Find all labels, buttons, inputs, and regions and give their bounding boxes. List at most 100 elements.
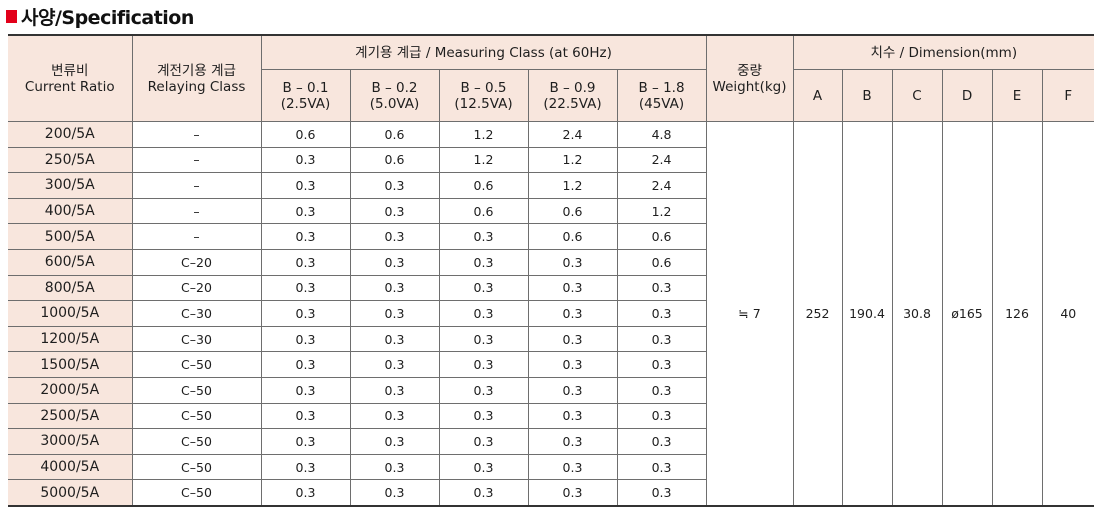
table-row: 600/5A C–20 0.3 0.3 0.3 0.3 0.6 <box>8 248 1094 276</box>
current-ratio-cell: 800/5A <box>8 274 133 302</box>
measuring-col-b18: B – 1.8 (45VA) <box>616 69 707 122</box>
measuring-class-cell: 0.3 <box>260 197 351 225</box>
measuring-class-cell: 0.3 <box>349 197 440 225</box>
relaying-class-cell: C–30 <box>131 325 262 353</box>
measuring-class-cell: 0.3 <box>349 428 440 455</box>
relaying-class-cell: – <box>131 146 262 174</box>
dim-col-d: D <box>941 69 993 122</box>
table-row: 200/5A –0.6 0.6 1.2 2.4 4.8 ≒ 7 252 190.4 30.8 ø16… <box>8 120 1095 507</box>
measuring-class-cell: 0.3 <box>349 351 440 378</box>
measuring-col-va: (22.5VA) <box>543 95 602 112</box>
table-row: 1200/5A C–30 0.3 0.3 0.3 0.3 0.3 <box>8 325 1094 353</box>
dim-col-e: E <box>991 69 1043 122</box>
table-row: 800/5A C–20 0.3 0.3 0.3 0.3 0.3 <box>8 274 1094 302</box>
measuring-class-cell: 1.2 <box>527 172 618 199</box>
current-ratio-cell: 1000/5A <box>8 300 133 327</box>
table-row: 300/5A –0.3 0.3 0.6 1.2 2.4 <box>8 172 1094 199</box>
measuring-col-label: B – 1.8 <box>638 79 685 96</box>
table-row: 1500/5A C–50 0.3 0.3 0.3 0.3 0.3 <box>8 351 1094 378</box>
measuring-class-cell: 0.3 <box>438 248 529 276</box>
relaying-class-header-ko: 계전기용 계급 <box>157 62 236 79</box>
square-bullet-icon <box>6 9 17 23</box>
table-row: 250/5A –0.3 0.6 1.2 1.2 2.4 <box>8 146 1094 174</box>
measuring-class-cell: 0.3 <box>349 248 440 276</box>
weight-header-en: Weight(kg) <box>712 78 787 95</box>
relaying-class-cell: – <box>131 172 262 199</box>
measuring-class-cell: 0.3 <box>616 453 707 481</box>
current-ratio-cell: 1200/5A <box>8 325 133 353</box>
weight-header: 중량 Weight(kg) <box>705 35 794 122</box>
dimension-header: 치수 / Dimension(mm) <box>792 35 1095 70</box>
measuring-class-cell: 0.3 <box>438 351 529 378</box>
current-ratio-cell: 600/5A <box>8 248 133 276</box>
measuring-class-cell: 0.3 <box>527 300 618 327</box>
table-row: 4000/5A C–50 0.3 0.3 0.3 0.3 0.3 <box>8 453 1094 481</box>
measuring-class-cell: 0.3 <box>260 428 351 455</box>
current-ratio-cell: 300/5A <box>8 172 133 199</box>
measuring-class-cell: 0.6 <box>527 197 618 225</box>
measuring-class-cell: 0.3 <box>438 453 529 481</box>
relaying-class-cell: C–50 <box>131 479 262 506</box>
measuring-class-cell: 0.3 <box>260 402 351 430</box>
measuring-class-cell: 0.6 <box>349 146 440 174</box>
measuring-class-cell: 0.3 <box>438 479 529 506</box>
measuring-class-cell: 0.3 <box>349 453 440 481</box>
measuring-class-cell: 1.2 <box>527 146 618 174</box>
dim-f-cell: 40 <box>1041 120 1095 507</box>
measuring-class-header: 계기용 계급 / Measuring Class (at 60Hz) <box>260 35 707 70</box>
weight-cell: ≒ 7 <box>705 120 794 507</box>
dim-col-c: C <box>891 69 943 122</box>
measuring-class-cell: 1.2 <box>438 146 529 174</box>
section-title: 사양/Specification <box>6 2 194 30</box>
measuring-class-cell: 0.3 <box>349 172 440 199</box>
measuring-class-cell: 0.3 <box>527 428 618 455</box>
header-row-2: B – 0.1 (2.5VA) B – 0.2 (5.0VA) B – 0.5 … <box>8 69 1095 122</box>
current-ratio-cell: 400/5A <box>8 197 133 225</box>
measuring-class-cell: 0.3 <box>349 325 440 353</box>
measuring-class-cell: 2.4 <box>616 146 707 174</box>
current-ratio-cell: 250/5A <box>8 146 133 174</box>
measuring-class-cell: 0.3 <box>616 402 707 430</box>
table-row: 5000/5A C–50 0.3 0.3 0.3 0.3 0.3 <box>8 479 1094 506</box>
current-ratio-cell: 200/5A <box>8 121 133 148</box>
dim-col-b: B <box>841 69 893 122</box>
current-ratio-cell: 2500/5A <box>8 402 133 430</box>
measuring-col-label: B – 0.2 <box>371 79 418 96</box>
measuring-class-cell: 0.3 <box>616 376 707 404</box>
measuring-class-cell: 0.3 <box>438 300 529 327</box>
measuring-col-b09: B – 0.9 (22.5VA) <box>527 69 618 122</box>
measuring-col-va: (2.5VA) <box>280 95 331 112</box>
measuring-class-cell: 0.6 <box>438 172 529 199</box>
measuring-class-cell: 2.4 <box>527 121 618 148</box>
measuring-class-cell: 0.3 <box>260 376 351 404</box>
measuring-class-cell: 0.6 <box>616 223 707 250</box>
measuring-class-cell: 0.3 <box>438 402 529 430</box>
measuring-col-va: (12.5VA) <box>454 95 513 112</box>
dim-c-cell: 30.8 <box>891 120 943 507</box>
measuring-class-cell: 0.3 <box>616 479 707 506</box>
current-ratio-cell: 4000/5A <box>8 453 133 481</box>
measuring-class-cell: 0.3 <box>527 453 618 481</box>
measuring-class-cell: 0.3 <box>260 223 351 250</box>
measuring-class-cell: 0.3 <box>349 402 440 430</box>
measuring-class-cell: 1.2 <box>616 197 707 225</box>
table-row: 500/5A –0.3 0.3 0.3 0.6 0.6 <box>8 223 1094 250</box>
measuring-class-cell: 0.6 <box>616 248 707 276</box>
measuring-class-cell: 0.3 <box>260 248 351 276</box>
table-row: 3000/5A C–50 0.3 0.3 0.3 0.3 0.3 <box>8 428 1094 455</box>
dim-a-cell: 252 <box>792 120 843 507</box>
measuring-class-cell: 0.3 <box>527 248 618 276</box>
measuring-col-b01: B – 0.1 (2.5VA) <box>261 69 351 122</box>
relaying-class-header: 계전기용 계급 Relaying Class <box>131 35 262 122</box>
relaying-class-cell: C–50 <box>131 402 262 430</box>
current-ratio-cell: 3000/5A <box>8 428 133 455</box>
measuring-class-cell: 0.3 <box>260 479 351 506</box>
measuring-class-cell: 0.3 <box>260 453 351 481</box>
measuring-class-cell: 0.3 <box>438 274 529 302</box>
measuring-class-cell: 0.3 <box>438 428 529 455</box>
measuring-col-label: B – 0.5 <box>460 79 507 96</box>
measuring-col-va: (5.0VA) <box>369 95 420 112</box>
relaying-class-header-en: Relaying Class <box>147 78 246 95</box>
relaying-class-cell: C–50 <box>131 376 262 404</box>
measuring-class-cell: 1.2 <box>438 121 529 148</box>
